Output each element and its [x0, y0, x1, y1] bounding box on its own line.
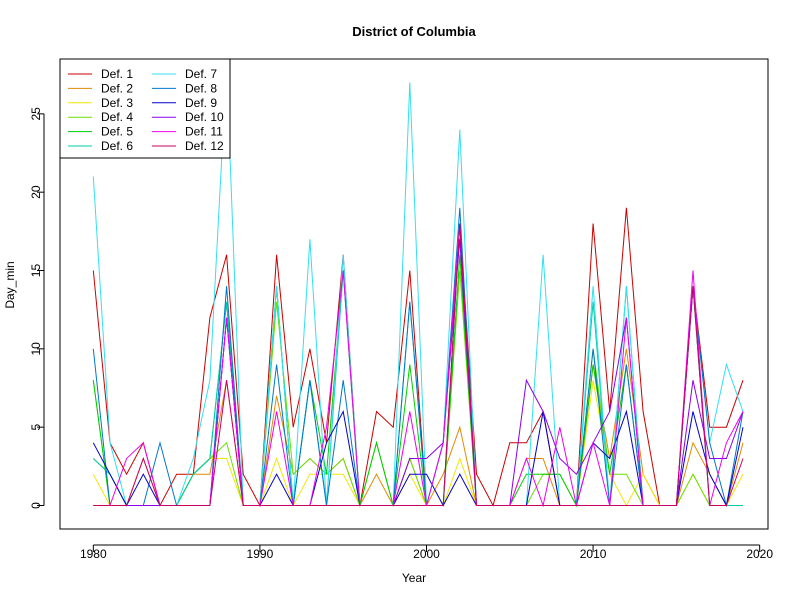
legend-label-10: Def. 10: [185, 110, 224, 124]
chart-title: District of Columbia: [352, 24, 476, 39]
legend-label-6: Def. 6: [101, 139, 133, 153]
plot-area: 1980 1990 2000 2010 2020 0 5 10 15 20 25: [29, 58, 773, 561]
legend-label-11: Def. 11: [185, 125, 223, 139]
legend-label-3: Def. 3: [101, 96, 133, 110]
series-line-12: [93, 223, 744, 506]
legend-label-4: Def. 4: [101, 110, 133, 124]
y-tick-label: 20: [29, 185, 43, 199]
x-tick-label: 2010: [580, 547, 607, 561]
legend-label-5: Def. 5: [101, 125, 133, 139]
y-tick-label: 5: [29, 424, 43, 431]
series-line-1: [92, 207, 744, 508]
series-line-7: [92, 66, 744, 506]
plot-frame: [59, 58, 769, 530]
legend-label-2: Def. 2: [101, 81, 133, 95]
legend-label-1: Def. 1: [101, 67, 133, 81]
series-line-11: [93, 223, 744, 508]
series-line-6: [92, 223, 743, 506]
legend-label-8: Def. 8: [185, 81, 217, 95]
legend-box: [59, 58, 231, 159]
y-tick-label: 0: [29, 502, 43, 509]
x-axis-title: Year: [402, 571, 426, 585]
x-tick-label: 1990: [247, 547, 274, 561]
y-axis-title: Day_min: [3, 261, 17, 308]
x-tick-label: 1980: [80, 547, 107, 561]
y-tick-label: 10: [29, 342, 43, 356]
x-tick-label: 2020: [746, 547, 773, 561]
legend-label-7: Def. 7: [185, 67, 217, 81]
legend-label-9: Def. 9: [185, 96, 217, 110]
y-tick-label: 25: [29, 107, 43, 121]
series-line-9: [92, 317, 744, 507]
x-tick-label: 2000: [413, 547, 440, 561]
legend-label-12: Def. 12: [185, 139, 224, 153]
y-tick-label: 15: [29, 264, 43, 278]
